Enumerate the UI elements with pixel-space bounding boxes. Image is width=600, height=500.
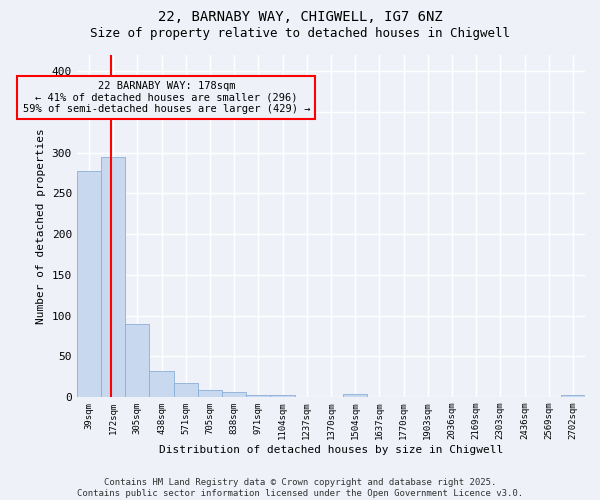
Bar [246, 394, 271, 397]
Bar [149, 371, 173, 397]
Bar [222, 392, 246, 397]
Bar [198, 390, 222, 397]
Bar [173, 383, 198, 397]
Text: Contains HM Land Registry data © Crown copyright and database right 2025.
Contai: Contains HM Land Registry data © Crown c… [77, 478, 523, 498]
Bar [271, 394, 295, 397]
Bar [343, 394, 367, 397]
Text: Size of property relative to detached houses in Chigwell: Size of property relative to detached ho… [90, 28, 510, 40]
Bar [561, 396, 585, 397]
Text: 22 BARNABY WAY: 178sqm
← 41% of detached houses are smaller (296)
59% of semi-de: 22 BARNABY WAY: 178sqm ← 41% of detached… [23, 81, 310, 114]
Text: 22, BARNABY WAY, CHIGWELL, IG7 6NZ: 22, BARNABY WAY, CHIGWELL, IG7 6NZ [158, 10, 442, 24]
Bar [101, 157, 125, 397]
X-axis label: Distribution of detached houses by size in Chigwell: Distribution of detached houses by size … [159, 445, 503, 455]
Bar [77, 170, 101, 397]
Bar [125, 324, 149, 397]
Y-axis label: Number of detached properties: Number of detached properties [36, 128, 46, 324]
